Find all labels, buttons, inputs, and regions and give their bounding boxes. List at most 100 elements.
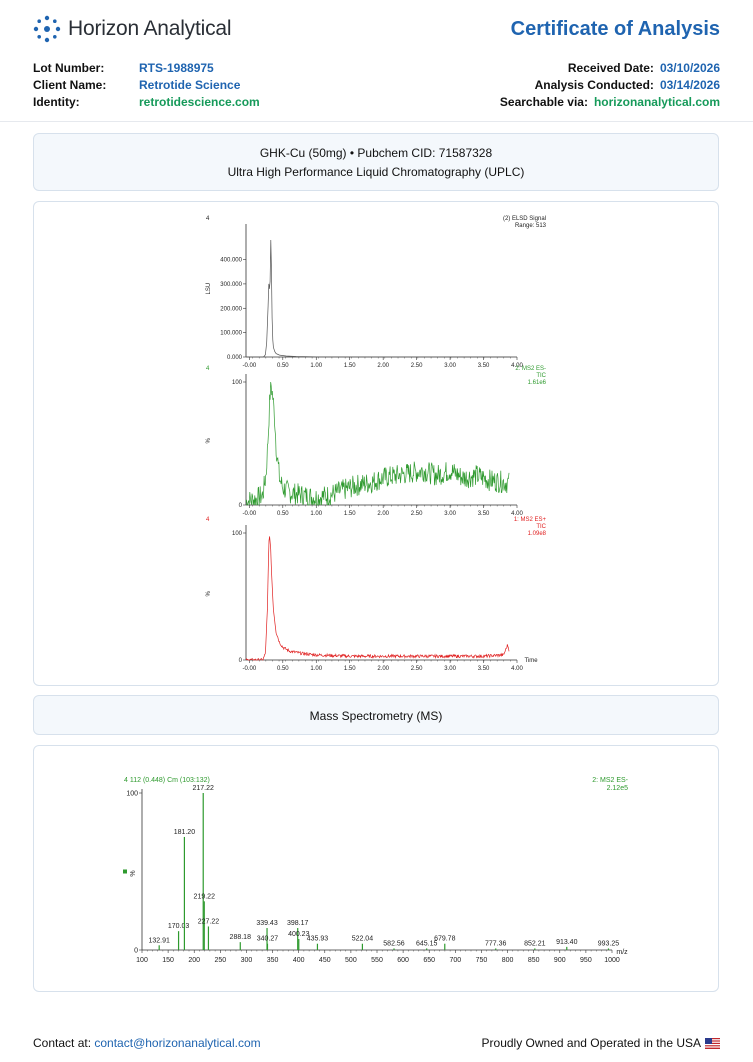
client-label: Client Name: xyxy=(33,78,107,92)
conducted-value: 03/14/2026 xyxy=(659,78,720,92)
peak-label: 340.27 xyxy=(257,936,279,943)
spectrum-legend-label: 2.12e5 xyxy=(607,785,629,792)
panel-legend-label: 1.09e8 xyxy=(528,531,547,537)
x-tick-label: 1000 xyxy=(604,957,620,964)
x-tick-label: 3.50 xyxy=(478,666,490,672)
x-tick-label: 2.50 xyxy=(411,363,423,369)
y-tick-label: 0 xyxy=(134,948,138,955)
panel-legend-label: 1.61e6 xyxy=(528,380,547,386)
ms-marker xyxy=(123,869,127,874)
peak-label: 913.40 xyxy=(556,939,578,946)
searchable-link[interactable]: horizonanalytical.com xyxy=(593,95,720,109)
spectrum-legend-label: 2: MS2 ES- xyxy=(592,777,628,784)
x-tick-label: 600 xyxy=(397,957,409,964)
y-tick-label: 300.000 xyxy=(220,282,242,288)
x-axis-title: Time xyxy=(524,658,538,664)
peak-label: 645.15 xyxy=(416,940,438,947)
x-tick-label: 100 xyxy=(136,957,148,964)
x-tick-label: 800 xyxy=(502,957,514,964)
x-tick-label: 650 xyxy=(423,957,435,964)
x-tick-label: 900 xyxy=(554,957,566,964)
peak-label: 170.03 xyxy=(168,923,190,930)
x-tick-label: 4.00 xyxy=(511,363,523,369)
panel-legend-label: TIC xyxy=(536,524,546,530)
peak-label: 852.21 xyxy=(524,940,546,947)
panel-legend-label: (2) ELSD Signal xyxy=(503,216,546,222)
identity-label: Identity: xyxy=(33,95,80,109)
x-tick-label: 1.00 xyxy=(310,511,322,517)
x-tick-label: 0.50 xyxy=(277,511,289,517)
x-tick-label: 550 xyxy=(371,957,383,964)
y-axis-title: % xyxy=(130,870,137,876)
ms-chart-box: 4 112 (0.448) Cm (103:132) 2: MS2 ES- 2.12… xyxy=(33,745,719,992)
peak-label: 400.23 xyxy=(288,931,310,938)
x-tick-label: 300 xyxy=(241,957,253,964)
y-tick-label: 400.000 xyxy=(220,258,242,264)
x-tick-label: 850 xyxy=(528,957,540,964)
lot-label: Lot Number: xyxy=(33,61,105,75)
y-tick-label: 0.000 xyxy=(227,355,243,361)
peak-label: 219.22 xyxy=(194,893,216,900)
x-tick-label: 3.00 xyxy=(444,666,456,672)
x-tick-label: 750 xyxy=(476,957,488,964)
x-tick-label: 250 xyxy=(214,957,226,964)
contact-email-link[interactable]: contact@horizonanalytical.com xyxy=(94,1036,261,1050)
method-line: Ultra High Performance Liquid Chromatogr… xyxy=(227,165,525,179)
compound-line: GHK-Cu (50mg) • Pubchem CID: 71587328 xyxy=(259,146,493,160)
x-tick-label: 2.00 xyxy=(377,363,389,369)
peak-label: 679.78 xyxy=(434,936,456,943)
identity-link[interactable]: retrotidescience.com xyxy=(139,95,260,109)
x-tick-label: 150 xyxy=(162,957,174,964)
uplc-title-box: GHK-Cu (50mg) • Pubchem CID: 71587328 Ul… xyxy=(33,133,719,191)
x-tick-label: 1.00 xyxy=(310,363,322,369)
usa-text: Proudly Owned and Operated in the USA xyxy=(481,1036,701,1050)
footer-contact: Contact at: contact@horizonanalytical.co… xyxy=(33,1036,261,1050)
client-value: Retrotide Science xyxy=(139,78,241,92)
received-label: Received Date: xyxy=(567,61,654,75)
x-tick-label: -0.00 xyxy=(243,666,257,672)
x-tick-label: 200 xyxy=(188,957,200,964)
page-title: Certificate of Analysis xyxy=(510,18,720,40)
brand-name: Horizon Analytical xyxy=(68,17,232,40)
panel-legend-label: TIC xyxy=(536,373,546,379)
x-tick-label: 1.50 xyxy=(344,363,356,369)
received-value: 03/10/2026 xyxy=(659,61,720,75)
footer-usa: Proudly Owned and Operated in the USA xyxy=(482,1036,720,1050)
x-tick-label: 400 xyxy=(293,957,305,964)
x-tick-label: 3.50 xyxy=(478,363,490,369)
uplc-chart-box: 4 (2) ELSD Signal Range: 513 0.000 100.000 20… xyxy=(33,201,719,686)
peak-label: 288.18 xyxy=(230,934,252,941)
panel-legend-label: 1: MS2 ES+ xyxy=(514,517,547,523)
conducted-label: Analysis Conducted: xyxy=(534,78,654,92)
lot-info: Lot Number: RTS-1988975 Client Name: Retro… xyxy=(33,60,260,111)
y-axis-title: LSU xyxy=(206,283,212,295)
x-tick-label: 1.50 xyxy=(344,511,356,517)
ms-title-box: Mass Spectrometry (MS) xyxy=(33,695,719,735)
x-tick-label: -0.00 xyxy=(243,511,257,517)
us-flag-icon xyxy=(705,1037,720,1049)
panel-corner-label: 4 xyxy=(206,517,210,523)
x-tick-label: -0.00 xyxy=(243,363,257,369)
x-tick-label: 2.00 xyxy=(377,666,389,672)
peak-label: 398.17 xyxy=(287,920,309,927)
y-tick-label: 100 xyxy=(232,531,243,537)
searchable-label: Searchable via: xyxy=(499,95,588,109)
y-tick-label: 0 xyxy=(239,658,243,664)
x-tick-label: 1.00 xyxy=(310,666,322,672)
x-tick-label: 4.00 xyxy=(511,511,523,517)
panel-legend-label: Range: 513 xyxy=(515,223,547,229)
panel-legend-label: 2: MS2 ES- xyxy=(515,366,546,372)
x-axis-title: m/z xyxy=(616,949,628,956)
peak-label: 217.22 xyxy=(193,785,215,792)
x-tick-label: 700 xyxy=(449,957,461,964)
peak-label: 777.36 xyxy=(485,940,507,947)
brand-logo: Horizon Analytical xyxy=(32,14,232,44)
x-tick-label: 2.00 xyxy=(377,511,389,517)
ms-title: Mass Spectrometry (MS) xyxy=(309,709,443,723)
series-line xyxy=(246,239,511,358)
series-line xyxy=(245,536,510,661)
x-tick-label: 1.50 xyxy=(344,666,356,672)
series-line xyxy=(245,381,510,506)
panel-corner-label: 4 xyxy=(206,216,210,222)
peak-label: 993.25 xyxy=(598,940,620,947)
